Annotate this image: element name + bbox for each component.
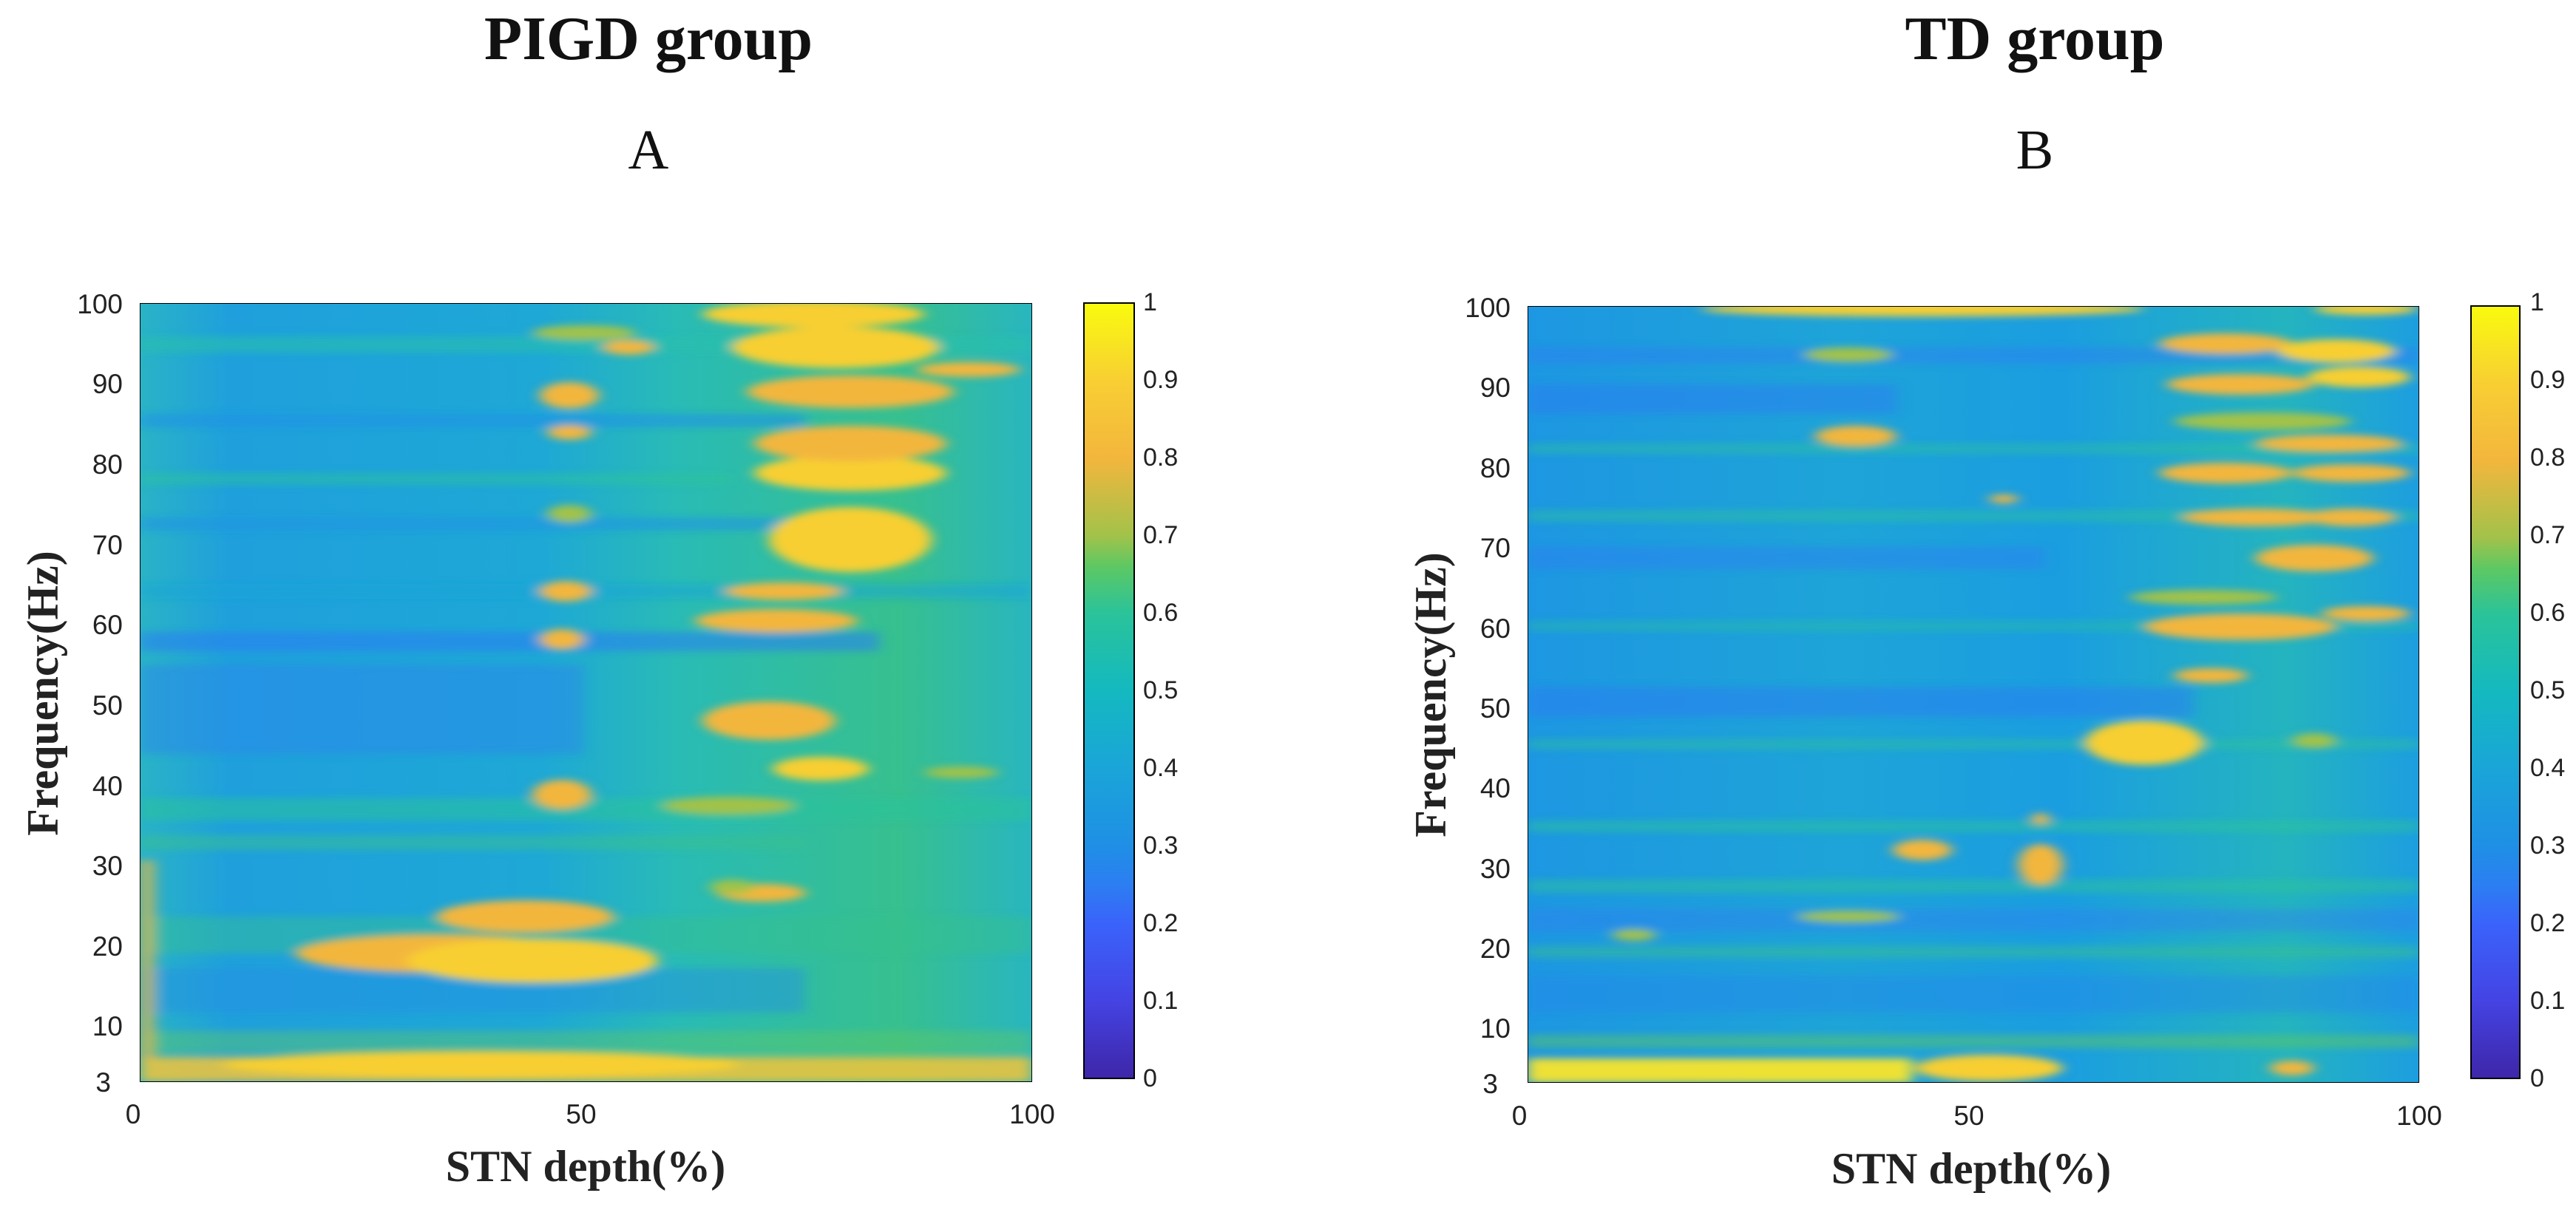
panel-b-colorbar: 0 0.1 0.2 0.3 0.4 0.5 0.6 0.7 0.8 0.9 1 <box>2470 288 2565 1092</box>
y-tick-label: 80 <box>92 449 123 480</box>
y-tick-label: 100 <box>1465 293 1511 323</box>
panel-b-heatmap <box>1528 306 2419 1083</box>
y-tick-label: 60 <box>92 610 123 640</box>
y-tick-label: 10 <box>1480 1013 1511 1044</box>
y-tick-label: 80 <box>1480 453 1511 483</box>
colorbar-tick: 0.5 <box>2530 676 2565 704</box>
panel-a: PIGD group A <box>18 4 1178 1191</box>
panel-a-label: A <box>628 119 669 181</box>
y-tick-label: 50 <box>92 690 123 721</box>
colorbar-tick: 0.5 <box>1143 676 1178 704</box>
panel-b-x-axis-label: STN depth(%) <box>1831 1144 2111 1193</box>
y-tick-label: 40 <box>1480 773 1511 803</box>
y-tick-label: 50 <box>1480 693 1511 724</box>
x-tick-label: 100 <box>1009 1099 1055 1129</box>
colorbar-tick: 0.1 <box>2530 987 2565 1015</box>
colorbar-tick: 0.7 <box>1143 521 1178 549</box>
y-tick-label: 100 <box>77 289 123 319</box>
y-tick-label: 20 <box>92 931 123 962</box>
x-tick-label: 100 <box>2396 1101 2442 1131</box>
colorbar-tick: 0.2 <box>2530 909 2565 937</box>
colorbar-tick: 0.8 <box>1143 443 1178 472</box>
colorbar-tick: 0.6 <box>1143 599 1178 627</box>
y-tick-label: 10 <box>92 1011 123 1041</box>
colorbar-tick: 0.9 <box>2530 366 2565 394</box>
x-tick-label: 50 <box>566 1099 596 1129</box>
y-tick-label: 30 <box>1480 854 1511 884</box>
colorbar-tick: 0.9 <box>1143 366 1178 394</box>
colorbar-tick: 0 <box>2530 1064 2544 1092</box>
panel-b-label: B <box>2016 119 2054 181</box>
panel-a-title: PIGD group <box>484 4 813 73</box>
colorbar-tick: 0.3 <box>2530 832 2565 860</box>
colorbar-tick: 0.4 <box>2530 754 2565 782</box>
colorbar-tick: 0.8 <box>2530 443 2565 472</box>
x-tick-label: 0 <box>126 1099 141 1129</box>
panel-b-y-axis-label: Frequency(Hz) <box>1406 552 1455 837</box>
panel-a-y-axis: 3 10 20 30 40 50 60 70 80 90 100 <box>77 289 123 1098</box>
x-tick-label: 0 <box>1512 1101 1528 1131</box>
colorbar-tick: 0.4 <box>1143 754 1178 782</box>
panel-a-heatmap <box>140 303 1032 1082</box>
panel-a-y-axis-label: Frequency(Hz) <box>18 551 67 835</box>
colorbar-tick: 0.7 <box>2530 521 2565 549</box>
y-tick-label: 70 <box>92 530 123 560</box>
panel-b-y-axis: 3 10 20 30 40 50 60 70 80 90 100 <box>1465 293 1511 1099</box>
y-tick-label: 70 <box>1480 533 1511 563</box>
panel-a-x-axis-label: STN depth(%) <box>446 1142 725 1191</box>
colorbar-tick: 0.1 <box>1143 987 1178 1015</box>
panel-b-title: TD group <box>1905 4 2165 73</box>
y-tick-label: 20 <box>1480 934 1511 964</box>
colorbar-tick: 0 <box>1143 1064 1157 1092</box>
y-tick-label: 30 <box>92 851 123 881</box>
y-tick-label: 3 <box>1482 1069 1498 1099</box>
y-tick-label: 40 <box>92 771 123 801</box>
y-tick-label: 60 <box>1480 613 1511 644</box>
panel-b-x-axis: 0 50 100 <box>1512 1101 2442 1131</box>
panel-a-colorbar: 0 0.1 0.2 0.3 0.4 0.5 0.6 0.7 0.8 0.9 1 <box>1083 288 1178 1092</box>
colorbar-tick: 0.2 <box>1143 909 1178 937</box>
colorbar-tick: 1 <box>2530 288 2544 316</box>
panel-a-x-axis: 0 50 100 <box>126 1099 1055 1129</box>
y-tick-label: 90 <box>92 369 123 399</box>
y-tick-label: 3 <box>95 1067 111 1098</box>
colorbar-tick: 0.3 <box>1143 832 1178 860</box>
colorbar-tick: 1 <box>1143 288 1157 316</box>
y-tick-label: 90 <box>1480 373 1511 403</box>
panel-b: TD group B <box>1406 4 2565 1193</box>
x-tick-label: 50 <box>1953 1101 1984 1131</box>
colorbar-tick: 0.6 <box>2530 599 2565 627</box>
